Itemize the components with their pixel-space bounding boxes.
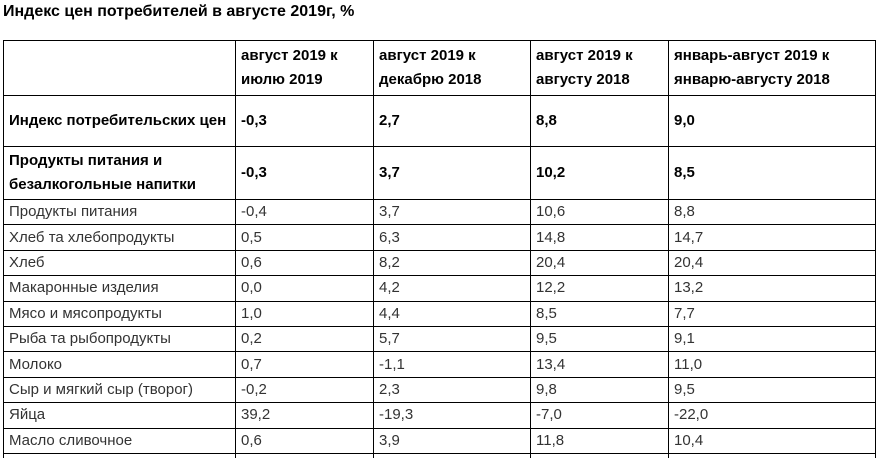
row-label-cell: Хлеб <box>3 249 236 277</box>
value-cell: 5,7 <box>373 325 531 353</box>
clipped-cell <box>530 452 669 458</box>
value-cell: 11,8 <box>530 427 669 454</box>
value-cell: 8,8 <box>668 198 876 226</box>
value-cell: 3,7 <box>373 146 531 200</box>
row-label-cell: Продукты питания <box>3 198 236 226</box>
value-cell: 7,7 <box>668 300 876 327</box>
table-row: Молоко 0,7 -1,1 13,4 11,0 <box>3 351 876 378</box>
value-cell: 2,7 <box>373 95 531 147</box>
clipped-cell <box>373 452 531 458</box>
value-cell: 9,0 <box>668 95 876 147</box>
value-cell: 20,4 <box>668 249 876 277</box>
value-cell: -0,2 <box>235 376 374 404</box>
value-cell: 20,4 <box>530 249 669 277</box>
row-label-cell: Мясо и мясопродукты <box>3 300 236 327</box>
row-label-cell: Макаронные изделия <box>3 275 236 302</box>
value-cell: 0,6 <box>235 427 374 454</box>
clipped-cell <box>3 452 236 458</box>
row-label-cell: Продукты питания и безалкогольные напитк… <box>3 146 236 200</box>
value-cell: 8,5 <box>530 300 669 327</box>
value-cell: 10,6 <box>530 198 669 226</box>
row-label-cell: Сыр и мягкий сыр (творог) <box>3 376 236 404</box>
row-label-cell: Индекс потребительских цен <box>3 95 236 147</box>
value-cell: -7,0 <box>530 402 669 429</box>
clipped-cell <box>235 452 374 458</box>
header-cell-janaug2019-vs-janaug2018: январь-август 2019 к январю-августу 2018 <box>668 40 876 96</box>
table-row: Продукты питания -0,4 3,7 10,6 8,8 <box>3 198 876 226</box>
value-cell: -22,0 <box>668 402 876 429</box>
value-cell: 3,9 <box>373 427 531 454</box>
value-cell: 0,5 <box>235 224 374 251</box>
cpi-table: август 2019 к июлю 2019 август 2019 к де… <box>3 40 876 458</box>
header-cell-blank <box>3 40 236 96</box>
table-row: Рыба та рыбопродукты 0,2 5,7 9,5 9,1 <box>3 325 876 353</box>
header-cell-aug2019-vs-dec2018: август 2019 к декабрю 2018 <box>373 40 531 96</box>
table-row: Продукты питания и безалкогольные напитк… <box>3 146 876 200</box>
value-cell: 13,4 <box>530 351 669 378</box>
value-cell: 6,3 <box>373 224 531 251</box>
value-cell: 0,6 <box>235 249 374 277</box>
value-cell: -0,4 <box>235 198 374 226</box>
table-row: Мясо и мясопродукты 1,0 4,4 8,5 7,7 <box>3 300 876 327</box>
value-cell: 9,5 <box>668 376 876 404</box>
table-row: Сыр и мягкий сыр (творог) -0,2 2,3 9,8 9,5 <box>3 376 876 404</box>
value-cell: 9,1 <box>668 325 876 353</box>
value-cell: 8,5 <box>668 146 876 200</box>
clipped-cell <box>668 452 876 458</box>
clipped-row <box>3 452 876 458</box>
value-cell: 10,4 <box>668 427 876 454</box>
header-cell-aug2019-vs-jul2019: август 2019 к июлю 2019 <box>235 40 374 96</box>
value-cell: -0,3 <box>235 146 374 200</box>
value-cell: 10,2 <box>530 146 669 200</box>
value-cell: 0,7 <box>235 351 374 378</box>
value-cell: 4,2 <box>373 275 531 302</box>
table-row: Хлеб 0,6 8,2 20,4 20,4 <box>3 249 876 277</box>
page-title: Индекс цен потребителей в августе 2019г,… <box>3 3 355 20</box>
value-cell: 2,3 <box>373 376 531 404</box>
table-row: Хлеб та хлебопродукты 0,5 6,3 14,8 14,7 <box>3 224 876 251</box>
value-cell: 8,2 <box>373 249 531 277</box>
value-cell: 0,2 <box>235 325 374 353</box>
table-row: Масло сливочное 0,6 3,9 11,8 10,4 <box>3 427 876 454</box>
row-label-cell: Рыба та рыбопродукты <box>3 325 236 353</box>
value-cell: 14,7 <box>668 224 876 251</box>
header-cell-aug2019-vs-aug2018: август 2019 к августу 2018 <box>530 40 669 96</box>
row-label-cell: Масло сливочное <box>3 427 236 454</box>
table-body: Индекс потребительских цен -0,3 2,7 8,8 9,0 П… <box>3 95 876 458</box>
value-cell: 3,7 <box>373 198 531 226</box>
row-label-cell: Молоко <box>3 351 236 378</box>
value-cell: -19,3 <box>373 402 531 429</box>
value-cell: 9,5 <box>530 325 669 353</box>
value-cell: -1,1 <box>373 351 531 378</box>
row-label-cell: Хлеб та хлебопродукты <box>3 224 236 251</box>
value-cell: 12,2 <box>530 275 669 302</box>
table-row: Яйца 39,2 -19,3 -7,0 -22,0 <box>3 402 876 429</box>
value-cell: 8,8 <box>530 95 669 147</box>
value-cell: 13,2 <box>668 275 876 302</box>
table-row: Макаронные изделия 0,0 4,2 12,2 13,2 <box>3 275 876 302</box>
row-label-cell: Яйца <box>3 402 236 429</box>
value-cell: 11,0 <box>668 351 876 378</box>
table-row: Индекс потребительских цен -0,3 2,7 8,8 9,0 <box>3 95 876 147</box>
value-cell: 39,2 <box>235 402 374 429</box>
value-cell: 1,0 <box>235 300 374 327</box>
value-cell: 4,4 <box>373 300 531 327</box>
value-cell: 9,8 <box>530 376 669 404</box>
value-cell: 0,0 <box>235 275 374 302</box>
value-cell: -0,3 <box>235 95 374 147</box>
table-header-row: август 2019 к июлю 2019 август 2019 к де… <box>3 40 876 96</box>
value-cell: 14,8 <box>530 224 669 251</box>
